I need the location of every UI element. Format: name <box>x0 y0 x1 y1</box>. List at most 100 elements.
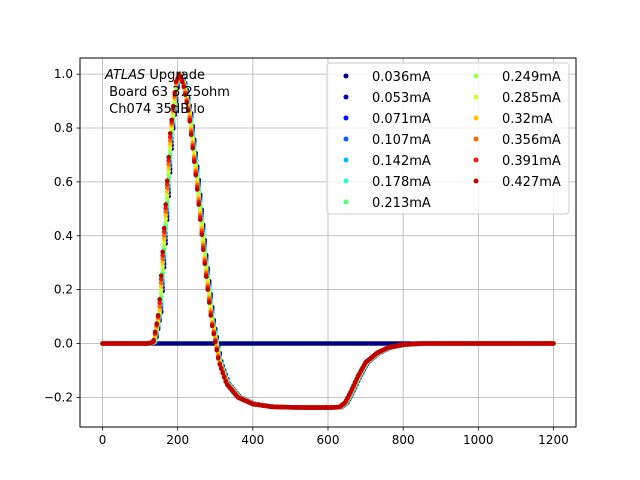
legend-item: 0.356mA <box>473 133 561 148</box>
x-tick-label: 600 <box>317 433 340 447</box>
legend-marker <box>343 115 349 121</box>
data-point <box>551 341 556 346</box>
legend-label: 0.071mA <box>372 112 431 127</box>
data-point <box>164 182 170 187</box>
data-point <box>169 117 174 123</box>
data-point <box>211 331 217 337</box>
data-point <box>164 178 170 184</box>
data-point <box>160 267 165 273</box>
data-point <box>164 189 170 194</box>
data-point <box>155 313 161 318</box>
data-point <box>203 274 209 280</box>
legend-label: 0.391mA <box>502 154 561 169</box>
data-point <box>197 217 203 222</box>
data-point <box>167 138 173 143</box>
data-point <box>187 118 193 124</box>
x-tick-label: 400 <box>241 433 264 447</box>
data-point <box>196 202 202 207</box>
legend-label: 0.32mA <box>502 112 553 127</box>
data-point <box>163 216 168 222</box>
data-point <box>190 145 196 151</box>
data-point <box>217 362 223 367</box>
legend-label: 0.285mA <box>502 91 561 106</box>
series-0.427mA <box>100 72 556 410</box>
data-point <box>172 90 177 95</box>
legend-marker <box>473 157 479 163</box>
data-point <box>160 260 165 265</box>
data-point <box>160 249 165 255</box>
legend: 0.036mA 0.053mA 0.071mA 0.107mA 0.142mA 0.178… <box>326 62 570 215</box>
data-point <box>158 280 164 286</box>
legend-marker <box>473 115 479 121</box>
legend-marker <box>343 157 349 163</box>
y-tick-label: 0.4 <box>54 229 73 243</box>
data-point <box>221 375 227 380</box>
data-point <box>157 304 162 309</box>
legend-item: 0.391mA <box>473 154 561 169</box>
data-point <box>214 347 220 353</box>
data-point <box>185 108 191 113</box>
data-point <box>157 300 162 306</box>
data-point <box>166 154 171 160</box>
legend-item: 0.249mA <box>473 70 561 85</box>
annotation-line-1-rest: Upgrade <box>145 68 205 83</box>
legend-item: 0.427mA <box>473 175 561 190</box>
legend-marker <box>343 178 349 184</box>
legend-marker <box>343 199 349 205</box>
annotation-italic: ATLAS <box>104 68 145 83</box>
legend-item: 0.107mA <box>343 133 431 148</box>
data-point <box>208 313 214 318</box>
data-point <box>212 339 218 345</box>
data-point <box>151 337 156 343</box>
data-point <box>163 205 168 211</box>
data-point <box>160 256 165 262</box>
legend-marker <box>473 73 479 79</box>
legend-label: 0.213mA <box>372 196 431 211</box>
legend-box <box>326 62 570 215</box>
data-point <box>161 233 167 238</box>
data-point <box>184 100 190 106</box>
annotation-line-3: Ch074 35dB lo <box>105 102 205 117</box>
y-tick-label: 0.0 <box>54 337 73 351</box>
data-point <box>166 172 171 178</box>
data-point <box>199 232 205 237</box>
y-tick-label: 0.6 <box>54 175 73 189</box>
data-point <box>181 84 187 90</box>
data-point <box>170 103 176 109</box>
y-tick-label: 0.8 <box>54 121 73 135</box>
data-point <box>209 323 215 329</box>
data-point <box>164 192 170 198</box>
data-point <box>166 161 171 167</box>
legend-label: 0.142mA <box>372 154 431 169</box>
data-point <box>167 148 173 154</box>
data-point <box>157 307 162 313</box>
annotation-line-2: Board 63 3.25ohm <box>105 85 230 100</box>
legend-marker <box>473 178 479 184</box>
data-point <box>161 225 167 231</box>
data-point <box>166 158 171 163</box>
legend-item: 0.036mA <box>343 70 431 85</box>
data-point <box>158 291 164 296</box>
data-point <box>166 169 171 174</box>
legend-item: 0.32mA <box>473 112 553 127</box>
data-point <box>166 165 171 171</box>
data-point <box>158 276 164 282</box>
legend-marker <box>343 94 349 100</box>
legend-marker <box>343 136 349 142</box>
data-point <box>220 370 226 376</box>
data-point <box>188 132 194 138</box>
data-point <box>163 212 168 218</box>
y-tick-label: −0.2 <box>44 390 73 404</box>
legend-item: 0.213mA <box>343 196 431 211</box>
data-point <box>191 159 197 164</box>
y-tick-label: 0.2 <box>54 283 73 297</box>
data-point <box>163 202 168 207</box>
legend-marker <box>343 73 349 79</box>
data-point <box>158 287 164 293</box>
x-tick-label: 800 <box>392 433 415 447</box>
data-point <box>161 240 167 245</box>
data-point <box>200 247 206 253</box>
legend-item: 0.178mA <box>343 175 431 190</box>
data-point <box>157 297 162 302</box>
